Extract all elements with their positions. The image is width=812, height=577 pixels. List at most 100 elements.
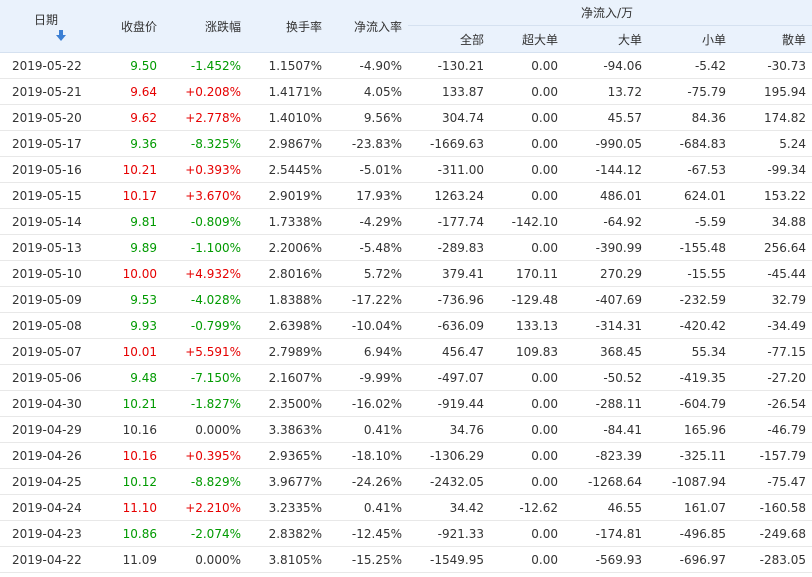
table-cell: -232.59 xyxy=(648,286,732,313)
table-cell: 0.00 xyxy=(490,520,564,547)
header-cell[interactable]: 小单 xyxy=(648,25,732,53)
table-cell: -50.52 xyxy=(564,364,648,391)
table-cell: 133.87 xyxy=(408,78,490,105)
table-cell: +2.778% xyxy=(163,104,247,131)
table-cell: 32.79 xyxy=(732,286,812,313)
table-cell: -684.83 xyxy=(648,130,732,157)
header-label: 日期 xyxy=(34,12,59,27)
table-cell: 0.00 xyxy=(490,364,564,391)
table-cell: -16.02% xyxy=(328,390,408,417)
table-cell: 2019-04-29 xyxy=(0,416,93,443)
table-cell: -5.48% xyxy=(328,234,408,261)
table-cell: 1.4171% xyxy=(247,78,328,105)
table-cell: 2.6398% xyxy=(247,312,328,339)
table-cell: 46.55 xyxy=(564,494,648,521)
header-cell[interactable]: 全部 xyxy=(408,25,490,53)
table-cell: -990.05 xyxy=(564,130,648,157)
table-cell: 2.9019% xyxy=(247,182,328,209)
table-cell: 3.3863% xyxy=(247,416,328,443)
table-cell: -99.34 xyxy=(732,156,812,183)
table-cell: -157.79 xyxy=(732,442,812,469)
table-cell: 17.93% xyxy=(328,182,408,209)
table-cell: -94.06 xyxy=(564,52,648,79)
table-cell: 0.41% xyxy=(328,416,408,443)
table-cell: 9.53 xyxy=(93,286,163,313)
table-row: 2019-04-30 10.21 -1.827% 2.3500% -16.02% -919… xyxy=(0,390,812,417)
table-cell: -24.26% xyxy=(328,468,408,495)
table-cell: -155.48 xyxy=(648,234,732,261)
table-cell: -420.42 xyxy=(648,312,732,339)
table-cell: 10.16 xyxy=(93,442,163,469)
header-cell[interactable]: 日期 xyxy=(0,0,93,53)
header-row: 日期 收盘价 涨跌幅 换手率 净流入率 净流入/万 xyxy=(0,0,812,53)
table-cell: -249.68 xyxy=(732,520,812,547)
header-cell[interactable]: 散单 xyxy=(732,25,812,53)
table-cell: -419.35 xyxy=(648,364,732,391)
table-cell: 10.12 xyxy=(93,468,163,495)
table-cell: -12.45% xyxy=(328,520,408,547)
table-cell: 9.50 xyxy=(93,52,163,79)
table-cell: 2.5445% xyxy=(247,156,328,183)
table-cell: 2.7989% xyxy=(247,338,328,365)
table-row: 2019-05-06 9.48 -7.150% 2.1607% -9.99% -497.0… xyxy=(0,364,812,391)
header-cell[interactable]: 净流入率 xyxy=(328,0,408,53)
table-cell: 84.36 xyxy=(648,104,732,131)
header-cell[interactable]: 涨跌幅 xyxy=(163,0,247,53)
header-cell[interactable]: 收盘价 xyxy=(93,0,163,53)
table-body: 2019-05-22 9.50 -1.452% 1.1507% -4.90% -130.2… xyxy=(0,52,812,573)
table-cell: 2019-05-15 xyxy=(0,182,93,209)
table-cell: 0.00 xyxy=(490,182,564,209)
table-cell: 9.93 xyxy=(93,312,163,339)
table-cell: 256.64 xyxy=(732,234,812,261)
table-cell: 0.00 xyxy=(490,390,564,417)
table-cell: 368.45 xyxy=(564,338,648,365)
table-row: 2019-05-15 10.17 +3.670% 2.9019% 17.93% 1263.… xyxy=(0,182,812,209)
table-cell: -5.01% xyxy=(328,156,408,183)
table-cell: -604.79 xyxy=(648,390,732,417)
table-cell: -5.59 xyxy=(648,208,732,235)
table-cell: 34.88 xyxy=(732,208,812,235)
table-cell: 133.13 xyxy=(490,312,564,339)
table-cell: 270.29 xyxy=(564,260,648,287)
table-header: 日期 收盘价 涨跌幅 换手率 净流入率 净流入/万 全部 超大单 大单 小单 散… xyxy=(0,0,812,53)
header-cell[interactable]: 大单 xyxy=(564,25,648,53)
table-cell: -77.15 xyxy=(732,338,812,365)
table-cell: 2019-05-16 xyxy=(0,156,93,183)
table-cell: 2.2006% xyxy=(247,234,328,261)
table-cell: 2019-05-21 xyxy=(0,78,93,105)
header-cell[interactable]: 换手率 xyxy=(247,0,328,53)
table-cell: 379.41 xyxy=(408,260,490,287)
table-cell: 9.89 xyxy=(93,234,163,261)
table-cell: -1.452% xyxy=(163,52,247,79)
table-cell: -75.47 xyxy=(732,468,812,495)
table-row: 2019-04-22 11.09 0.000% 3.8105% -15.25% -1549… xyxy=(0,546,812,573)
table-cell: -1.100% xyxy=(163,234,247,261)
table-cell: 10.00 xyxy=(93,260,163,287)
table-cell: 165.96 xyxy=(648,416,732,443)
table-cell: -1549.95 xyxy=(408,546,490,573)
table-cell: -2.074% xyxy=(163,520,247,547)
table-cell: -130.21 xyxy=(408,52,490,79)
table-cell: 9.36 xyxy=(93,130,163,157)
table-cell: 3.9677% xyxy=(247,468,328,495)
table-cell: -823.39 xyxy=(564,442,648,469)
header-cell[interactable]: 超大单 xyxy=(490,25,564,53)
table-cell: 13.72 xyxy=(564,78,648,105)
table-row: 2019-05-07 10.01 +5.591% 2.7989% 6.94% 456.47… xyxy=(0,338,812,365)
table-cell: -407.69 xyxy=(564,286,648,313)
table-cell: 2019-04-26 xyxy=(0,442,93,469)
table-cell: -0.799% xyxy=(163,312,247,339)
sort-arrow[interactable] xyxy=(56,29,66,41)
table-cell: -736.96 xyxy=(408,286,490,313)
table-cell: 2019-05-07 xyxy=(0,338,93,365)
table-cell: -4.90% xyxy=(328,52,408,79)
header-row: 全部 超大单 大单 小单 散单 xyxy=(0,25,812,53)
table-cell: 9.64 xyxy=(93,78,163,105)
table-cell: 0.00 xyxy=(490,416,564,443)
table-cell: 6.94% xyxy=(328,338,408,365)
table-row: 2019-05-21 9.64 +0.208% 1.4171% 4.05% 133.87 0… xyxy=(0,78,812,105)
table-cell: -569.93 xyxy=(564,546,648,573)
table-cell: 1.8388% xyxy=(247,286,328,313)
table-cell: 0.00 xyxy=(490,442,564,469)
table-cell: -160.58 xyxy=(732,494,812,521)
